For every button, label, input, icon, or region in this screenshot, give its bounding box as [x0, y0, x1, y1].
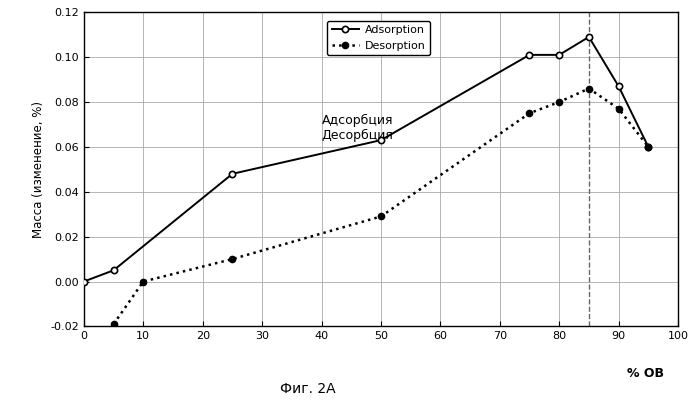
Adsorption	[109, 268, 117, 273]
Desorption	[139, 279, 147, 284]
Adsorption	[80, 279, 88, 284]
Legend: Adsorption, Desorption: Adsorption, Desorption	[327, 21, 430, 55]
Text: % ОВ: % ОВ	[627, 367, 664, 380]
Line: Desorption: Desorption	[110, 85, 651, 327]
Adsorption	[614, 84, 623, 89]
Desorption	[584, 86, 593, 91]
Desorption	[228, 257, 236, 262]
Desorption	[109, 322, 117, 326]
Desorption	[526, 111, 534, 116]
Desorption	[614, 106, 623, 111]
Desorption	[644, 144, 653, 149]
Adsorption	[526, 52, 534, 57]
Adsorption	[555, 52, 563, 57]
Text: Фиг. 2A: Фиг. 2A	[280, 382, 336, 396]
Adsorption	[584, 34, 593, 39]
Line: Adsorption: Adsorption	[81, 34, 651, 285]
Desorption	[377, 214, 385, 219]
Desorption	[555, 100, 563, 104]
Y-axis label: Масса (изменение, %): Масса (изменение, %)	[31, 101, 45, 238]
Adsorption	[377, 137, 385, 142]
Text: Адсорбция
Десорбция: Адсорбция Десорбция	[322, 114, 394, 142]
Adsorption	[228, 171, 236, 176]
Adsorption	[644, 144, 653, 149]
